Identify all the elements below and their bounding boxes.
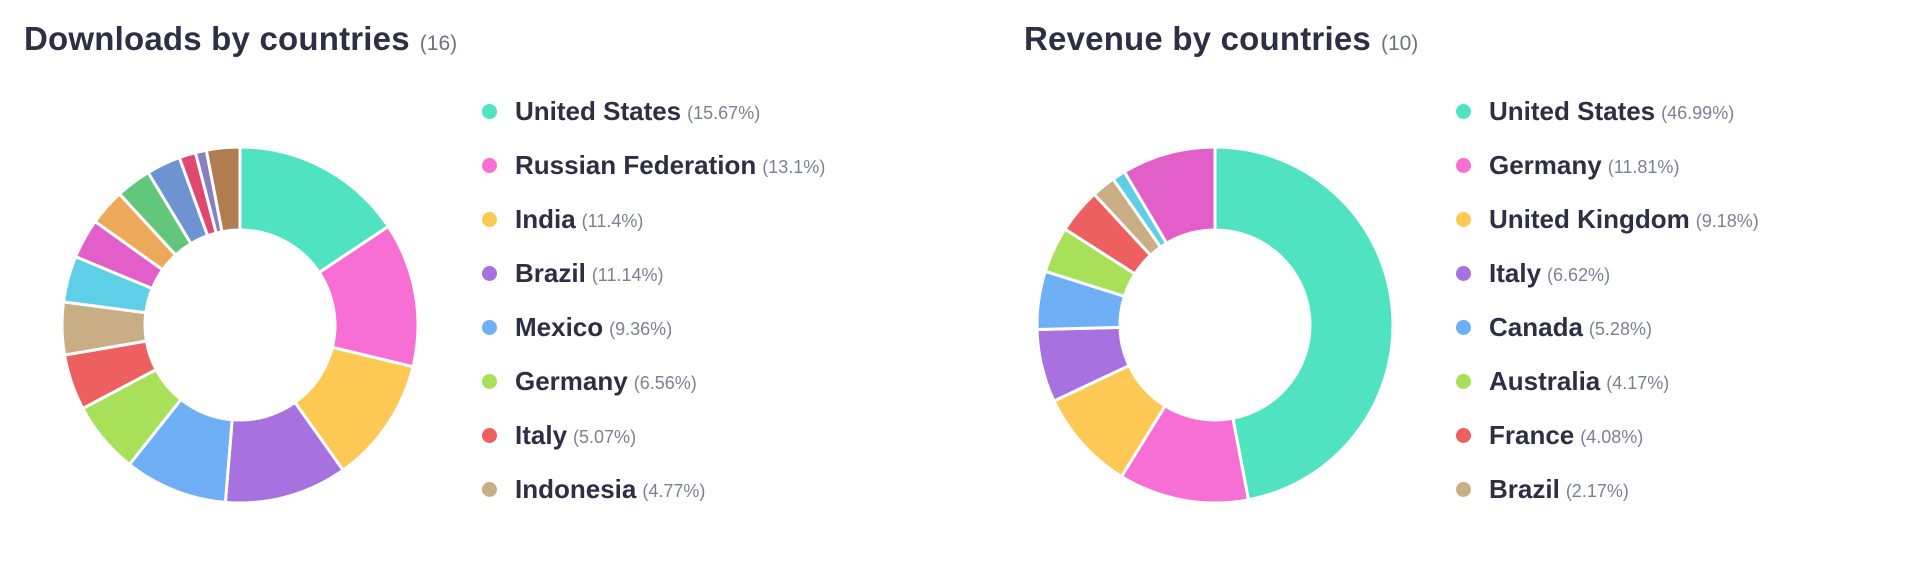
legend-country-name: Indonesia [515,473,637,504]
legend-color-swatch [1456,103,1471,119]
legend-percentage: (11.14%) [591,264,664,285]
revenue-legend-item[interactable]: Canada (5.28%) [1456,300,1759,354]
downloads-legend: United States (15.67%) Russian Federatio… [482,84,825,516]
downloads-legend-item[interactable]: United States (15.67%) [482,84,825,138]
legend-country-name: Russian Federation [515,149,757,180]
legend-color-swatch [1456,481,1471,497]
legend-color-swatch [1456,157,1471,173]
downloads-chart-panel: Downloads by countries (16) United States… [24,20,825,516]
legend-country-name: Brazil [515,257,586,288]
legend-country-name: Brazil [1489,473,1560,504]
legend-color-swatch [482,265,497,281]
legend-percentage: (4.08%) [1580,426,1644,447]
downloads-legend-item[interactable]: Indonesia (4.77%) [482,462,825,516]
legend-percentage: (11.81%) [1607,156,1680,177]
legend-color-swatch [1456,319,1471,335]
legend-percentage: (13.1%) [762,156,826,177]
revenue-legend-item[interactable]: Brazil (2.17%) [1456,462,1759,516]
downloads-legend-item[interactable]: Italy (5.07%) [482,408,825,462]
legend-percentage: (4.17%) [1606,372,1670,393]
revenue-legend-item[interactable]: United States (46.99%) [1456,84,1759,138]
revenue-legend-item[interactable]: United Kingdom (9.18%) [1456,192,1759,246]
legend-color-swatch [1456,211,1471,227]
legend-country-name: United States [1489,95,1656,126]
legend-country-name: France [1489,419,1575,450]
legend-country-name: Australia [1489,365,1601,396]
legend-percentage: (5.28%) [1588,318,1652,339]
downloads-chart-header: Downloads by countries (16) [24,20,457,58]
legend-percentage: (4.77%) [642,480,706,501]
legend-color-swatch [482,103,497,119]
revenue-chart-header: Revenue by countries (10) [1024,20,1418,58]
downloads-legend-item[interactable]: Russian Federation (13.1%) [482,138,825,192]
revenue-legend-item[interactable]: Italy (6.62%) [1456,246,1759,300]
legend-color-swatch [482,427,497,443]
revenue-chart-count: (10) [1380,32,1419,55]
legend-percentage: (6.62%) [1547,264,1611,285]
revenue-legend: United States (46.99%) Germany (11.81%) … [1456,84,1759,516]
legend-percentage: (15.67%) [687,102,761,123]
legend-percentage: (6.56%) [633,372,697,393]
downloads-legend-item[interactable]: India (11.4%) [482,192,825,246]
legend-country-name: Italy [515,419,568,450]
legend-color-swatch [482,211,497,227]
revenue-legend-item[interactable]: Germany (11.81%) [1456,138,1759,192]
donut-slice[interactable] [1122,145,1217,245]
legend-country-name: Mexico [515,311,604,342]
donut-slice[interactable] [1213,145,1395,502]
downloads-legend-item[interactable]: Brazil (11.14%) [482,246,825,300]
legend-color-swatch [1456,265,1471,281]
legend-percentage: (9.18%) [1695,210,1759,231]
legend-country-name: India [515,203,576,234]
legend-country-name: Canada [1489,311,1583,342]
legend-percentage: (2.17%) [1565,480,1629,501]
revenue-donut-chart [1035,145,1395,505]
legend-percentage: (9.36%) [609,318,673,339]
revenue-chart-title: Revenue by countries [1024,20,1371,57]
downloads-chart-count: (16) [419,32,458,55]
legend-country-name: United Kingdom [1489,203,1690,234]
downloads-legend-item[interactable]: Mexico (9.36%) [482,300,825,354]
revenue-legend-item[interactable]: Australia (4.17%) [1456,354,1759,408]
legend-country-name: Germany [515,365,628,396]
legend-country-name: United States [515,95,682,126]
revenue-legend-item[interactable]: France (4.08%) [1456,408,1759,462]
revenue-chart-panel: Revenue by countries (10) United States (… [1000,0,1912,572]
downloads-donut-chart [60,145,420,505]
legend-color-swatch [1456,427,1471,443]
legend-percentage: (46.99%) [1661,102,1735,123]
donut-slice[interactable] [204,145,242,234]
legend-color-swatch [1456,373,1471,389]
legend-color-swatch [482,319,497,335]
legend-color-swatch [482,481,497,497]
downloads-legend-item[interactable]: Germany (6.56%) [482,354,825,408]
legend-percentage: (11.4%) [581,210,644,231]
legend-color-swatch [482,157,497,173]
legend-color-swatch [482,373,497,389]
downloads-chart-title: Downloads by countries [24,20,410,57]
legend-country-name: Germany [1489,149,1602,180]
legend-percentage: (5.07%) [573,426,637,447]
legend-country-name: Italy [1489,257,1542,288]
